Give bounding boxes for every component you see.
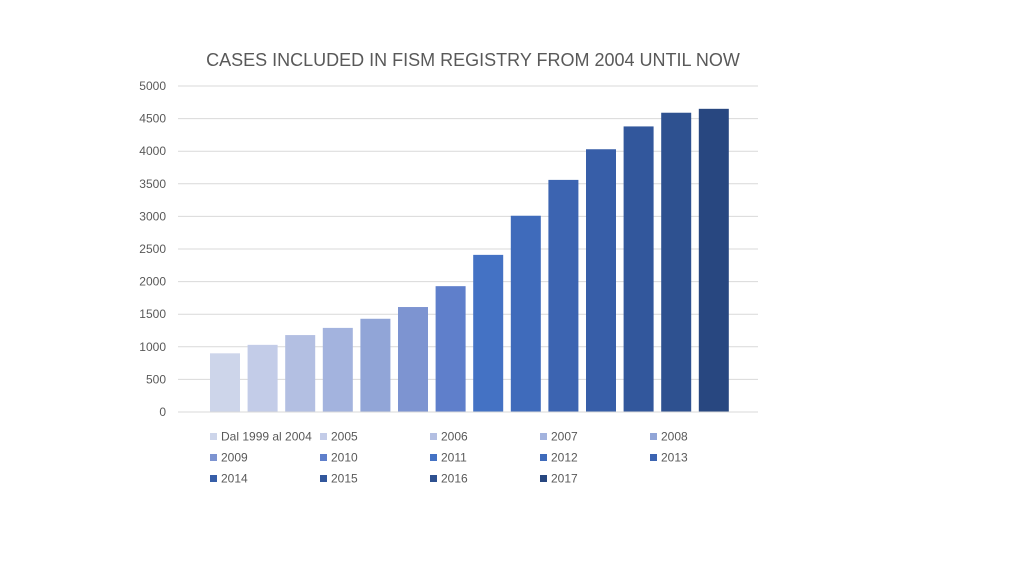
legend-swatch <box>540 454 547 461</box>
legend-label: Dal 1999 al 2004 <box>221 430 312 444</box>
y-tick-label: 3000 <box>139 209 166 223</box>
legend-swatch <box>540 475 547 482</box>
y-tick-label: 3500 <box>139 177 166 191</box>
legend-swatch <box>430 433 437 440</box>
legend-label: 2016 <box>441 472 468 486</box>
bar-2011 <box>473 254 504 412</box>
y-tick-label: 4500 <box>139 112 166 126</box>
y-tick-label: 2000 <box>139 275 166 289</box>
bar-2013 <box>548 179 579 412</box>
legend-swatch <box>210 475 217 482</box>
y-tick-label: 5000 <box>139 79 166 93</box>
legend-label: 2012 <box>551 451 578 465</box>
y-axis-ticks: 0 500 1000 1500 2000 2500 3000 3500 4000 4500 5000 <box>139 79 166 419</box>
legend-swatch <box>650 433 657 440</box>
legend-label: 2017 <box>551 472 578 486</box>
chart-title: CASES INCLUDED IN FISM REGISTRY FROM 200… <box>206 50 740 70</box>
legend-label: 2009 <box>221 451 248 465</box>
legend-swatch <box>430 454 437 461</box>
bar-2016 <box>661 112 692 413</box>
legend-label: 2008 <box>661 430 688 444</box>
y-tick-label: 500 <box>146 372 166 386</box>
legend-label: 2006 <box>441 430 468 444</box>
bar-2017 <box>698 108 729 412</box>
y-tick-label: 1000 <box>139 340 166 354</box>
legend-swatch <box>210 454 217 461</box>
legend-swatch <box>650 454 657 461</box>
y-tick-label: 4000 <box>139 144 166 158</box>
legend: Dal 1999 al 2004 2005 2006 2007 2008 2009 2010… <box>210 430 688 486</box>
legend-label: 2014 <box>221 472 248 486</box>
bars <box>210 108 729 413</box>
legend-label: 2011 <box>441 451 467 465</box>
bar-2009 <box>398 307 428 412</box>
legend-label: 2010 <box>331 451 358 465</box>
bar-dal-1999-al-2004 <box>210 353 240 412</box>
y-tick-label: 0 <box>159 405 166 419</box>
bar-2007 <box>322 327 353 412</box>
y-tick-label: 2500 <box>139 242 166 256</box>
legend-label: 2005 <box>331 430 358 444</box>
legend-label: 2015 <box>331 472 358 486</box>
bar-2010 <box>435 286 466 412</box>
bar-2006 <box>285 335 316 412</box>
legend-label: 2013 <box>661 451 688 465</box>
legend-swatch <box>320 433 327 440</box>
legend-swatch <box>540 433 547 440</box>
legend-label: 2007 <box>551 430 578 444</box>
legend-swatch <box>210 433 217 440</box>
bar-2012 <box>510 215 541 412</box>
y-tick-label: 1500 <box>139 307 166 321</box>
legend-swatch <box>430 475 437 482</box>
bar-2015 <box>623 126 654 412</box>
bar-2008 <box>360 318 391 412</box>
legend-swatch <box>320 475 327 482</box>
legend-swatch <box>320 454 327 461</box>
bar-2014 <box>586 149 616 412</box>
bar-2005 <box>247 344 278 412</box>
